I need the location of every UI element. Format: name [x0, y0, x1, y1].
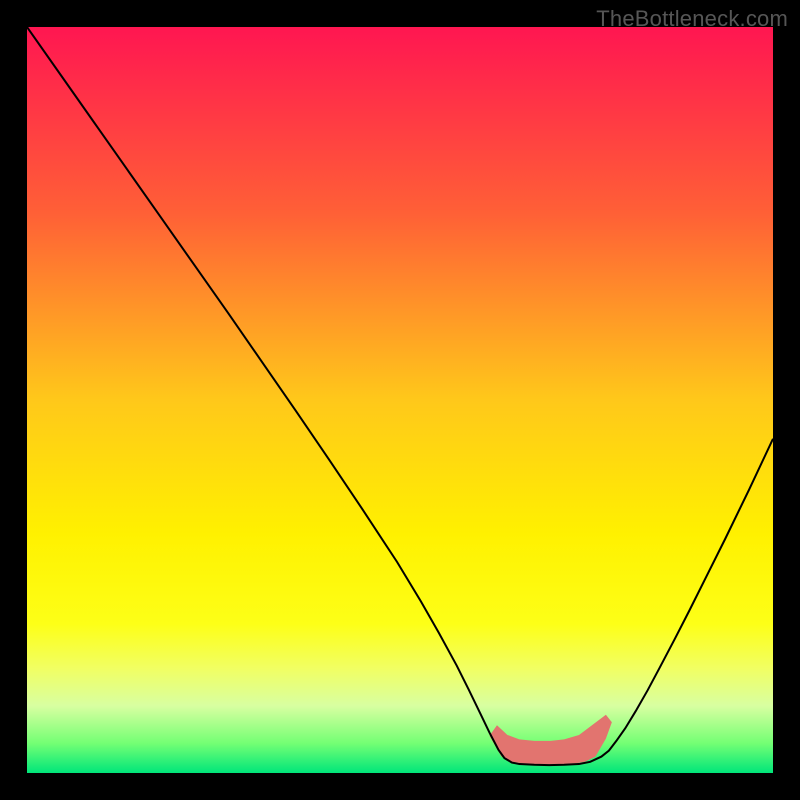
accent-region	[490, 715, 612, 765]
bottleneck-curve	[27, 27, 773, 765]
watermark-text: TheBottleneck.com	[596, 6, 788, 32]
plot-area	[27, 27, 773, 773]
chart-container: TheBottleneck.com	[0, 0, 800, 800]
chart-svg	[27, 27, 773, 773]
